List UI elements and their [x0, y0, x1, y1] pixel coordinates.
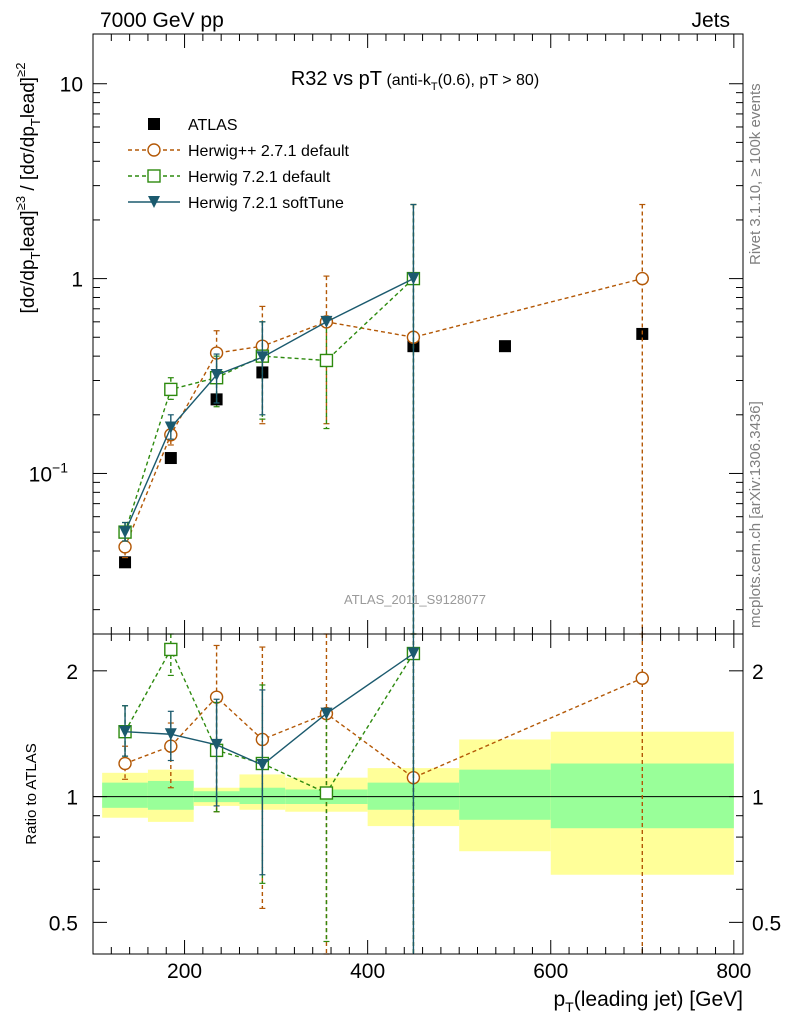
plot-title-sub: T: [431, 81, 438, 93]
data-point: [407, 272, 420, 285]
data-point: [119, 526, 132, 539]
data-point: [164, 452, 177, 465]
watermark: ATLAS_2011_S9128077: [344, 592, 486, 607]
data-point: [148, 118, 160, 130]
data-point: [164, 728, 177, 741]
legend-label: ATLAS: [188, 117, 238, 134]
header-left: 7000 GeV pp: [100, 9, 224, 32]
data-point: [210, 738, 223, 751]
data-point: [164, 642, 178, 657]
main-y-tick-label: 1: [71, 269, 83, 292]
data-point: [147, 143, 161, 157]
side-label-mcplots: mcplots.cern.ch [arXiv:1306.3436]: [747, 401, 764, 628]
data-point: [256, 351, 269, 364]
x-axis-label: pT(leading jet) [GeV]: [553, 988, 743, 1015]
plot-title-tail: (0.6), pT > 80): [438, 72, 540, 89]
series-line: [124, 278, 414, 533]
axis-ticks: [92, 34, 743, 954]
plot-title: R32 vs pT (anti-kT(0.6), pT > 80): [291, 68, 539, 93]
band-green: [102, 782, 148, 808]
ratio-y-tick-label: 0.5: [49, 912, 78, 935]
legend-label: Herwig 7.2.1 softTune: [188, 195, 344, 212]
data-point: [407, 647, 420, 660]
ratio-panel-content: [93, 633, 743, 955]
data-point: [118, 756, 132, 771]
band-green: [147, 780, 194, 810]
main-y-tick-label: 10−1: [29, 459, 69, 486]
series-line: [125, 652, 414, 766]
data-point: [498, 340, 511, 353]
legend-label: Herwig++ 2.7.1 default: [188, 143, 350, 160]
data-point: [319, 353, 334, 368]
band-green: [459, 769, 551, 820]
ratio-y-axis-label: Ratio to ATLAS: [23, 743, 40, 844]
series-line: [124, 277, 414, 533]
main-panel-content: [118, 203, 649, 634]
series-line: [124, 647, 415, 794]
x-tick-label: 400: [350, 960, 385, 983]
data-point: [319, 786, 334, 800]
data-point: [147, 169, 161, 183]
legend-label: Herwig 7.2.1 default: [188, 169, 331, 186]
data-point: [256, 759, 269, 772]
ratio-panel-frame: [92, 633, 744, 955]
header-right: Jets: [691, 9, 730, 32]
data-point: [320, 315, 333, 328]
data-point: [148, 196, 160, 208]
plot-title-detail: (anti-k: [386, 72, 431, 89]
data-point: [635, 671, 649, 685]
x-tick-label: 800: [716, 960, 751, 983]
main-y-tick-label: 10: [60, 74, 83, 97]
ratio-y-tick-label-right: 1: [752, 787, 764, 810]
ratio-y-tick-label: 2: [66, 661, 78, 684]
data-point: [164, 382, 178, 397]
x-tick-label: 600: [533, 960, 568, 983]
main-y-axis-label: [dσ/dpTlead]≥3 / [dσ/dpTlead]≥2: [13, 63, 43, 314]
series-line: [124, 277, 643, 548]
main-y-tick-exponent: −1: [52, 459, 68, 475]
data-point: [210, 369, 223, 382]
legend: ATLAS Herwig++ 2.7.1 default Herwig 7.2.1 …: [128, 117, 350, 212]
data-point: [320, 707, 333, 720]
data-point: [119, 725, 132, 738]
data-point: [164, 421, 177, 434]
x-axis-label-main: p: [553, 988, 565, 1011]
ratio-y-tick-label-right: 2: [752, 661, 764, 684]
ratio-y-tick-label-right: 0.5: [752, 912, 781, 935]
side-label-rivet: Rivet 3.1.10, ≥ 100k events: [747, 83, 764, 265]
ratio-y-tick-label: 1: [66, 787, 78, 810]
x-tick-label: 200: [167, 960, 202, 983]
x-axis-label-tail: (leading jet) [GeV]: [574, 988, 743, 1011]
plot-title-main: R32 vs pT: [291, 68, 382, 90]
data-point: [119, 556, 132, 569]
x-axis-label-sub: T: [565, 999, 574, 1015]
data-point: [118, 540, 132, 554]
data-point: [635, 271, 649, 286]
